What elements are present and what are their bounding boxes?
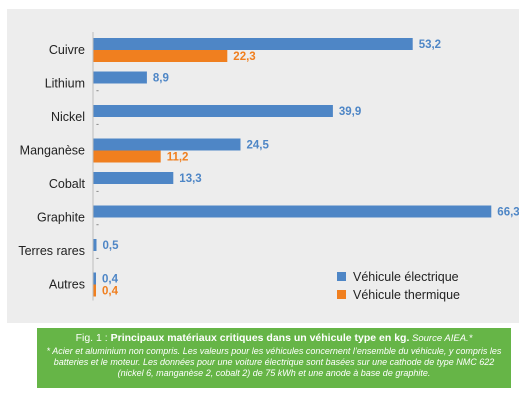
legend-label-thermal: Véhicule thermique bbox=[353, 288, 460, 302]
data-label-electric-5: 66,3 bbox=[497, 207, 519, 219]
bar-thermal-7 bbox=[93, 284, 96, 297]
chart-panel: Cuivre 53,2 22,3 Lithium 8,9 - Nickel 39,9 - Mang… bbox=[7, 9, 519, 323]
bar-electric-4 bbox=[93, 172, 174, 184]
category-label-6: Terres rares bbox=[18, 244, 85, 258]
caption-prefix: Fig. 1 : bbox=[75, 332, 111, 344]
bar-electric-0 bbox=[93, 38, 413, 50]
bar-chart: Cuivre 53,2 22,3 Lithium 8,9 - Nickel 39,9 - Mang… bbox=[18, 32, 519, 302]
data-label-electric-3: 24,5 bbox=[247, 140, 270, 152]
category-label-4: Cobalt bbox=[49, 177, 86, 191]
category-label-1: Lithium bbox=[45, 77, 85, 91]
data-label-thermal-6: - bbox=[96, 253, 99, 263]
data-label-thermal-7: 0,4 bbox=[102, 286, 119, 298]
data-label-thermal-4: - bbox=[96, 186, 99, 196]
data-label-electric-7: 0,4 bbox=[102, 274, 119, 286]
data-label-thermal-1: - bbox=[96, 86, 99, 96]
legend-swatch-electric bbox=[337, 272, 346, 281]
category-label-2: Nickel bbox=[51, 110, 85, 124]
data-label-electric-2: 39,9 bbox=[339, 106, 361, 118]
data-label-electric-1: 8,9 bbox=[153, 73, 169, 85]
data-label-thermal-2: - bbox=[96, 119, 99, 129]
data-label-thermal-0: 22,3 bbox=[233, 51, 255, 63]
data-label-thermal-3: 11,2 bbox=[167, 152, 189, 164]
category-label-3: Manganèse bbox=[20, 144, 85, 158]
legend-label-electric: Véhicule électrique bbox=[353, 270, 459, 284]
data-label-thermal-5: - bbox=[96, 220, 99, 230]
category-label-5: Graphite bbox=[37, 211, 85, 225]
bar-electric-3 bbox=[93, 138, 241, 151]
bar-electric-6 bbox=[93, 239, 97, 251]
bar-electric-5 bbox=[93, 205, 492, 218]
bar-thermal-3 bbox=[93, 150, 161, 163]
data-label-electric-4: 13,3 bbox=[179, 173, 201, 185]
bar-thermal-0 bbox=[93, 50, 228, 62]
caption-footnote: * Acier et aluminium non compris. Les va… bbox=[46, 346, 502, 378]
bar-electric-2 bbox=[93, 105, 333, 117]
caption-heading: Fig. 1 : Principaux matériaux critiques … bbox=[43, 332, 505, 345]
category-label-0: Cuivre bbox=[49, 43, 85, 57]
legend-swatch-thermal bbox=[337, 290, 346, 299]
category-label-7: Autres bbox=[49, 278, 85, 292]
data-label-electric-0: 53,2 bbox=[419, 39, 441, 51]
caption-source: Source AIEA.* bbox=[409, 333, 473, 344]
data-label-electric-6: 0,5 bbox=[103, 240, 120, 252]
figure-caption: Fig. 1 : Principaux matériaux critiques … bbox=[37, 328, 511, 388]
bar-electric-1 bbox=[93, 71, 147, 84]
bar-electric-7 bbox=[93, 272, 96, 285]
caption-title: Principaux matériaux critiques dans un v… bbox=[110, 332, 410, 344]
